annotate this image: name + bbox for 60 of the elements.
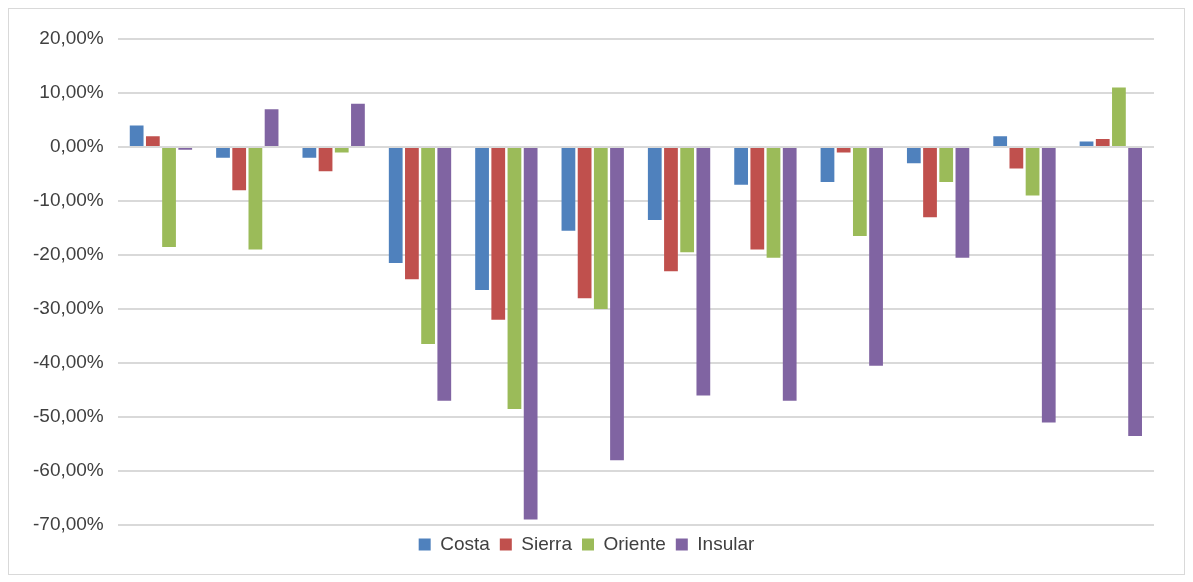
bar: [647, 148, 662, 220]
bar: [993, 136, 1008, 146]
bar: [318, 148, 333, 172]
bar: [680, 148, 695, 253]
bar: [523, 148, 538, 520]
bar: [750, 148, 765, 250]
bar: [129, 125, 144, 146]
bar: [906, 148, 921, 164]
legend-label: Oriente: [603, 532, 666, 554]
bar: [696, 148, 711, 396]
bar: [1128, 148, 1142, 436]
bar: [216, 148, 230, 158]
y-tick-label: -70,00%: [32, 513, 104, 535]
bar: [782, 148, 797, 401]
legend-label: Costa: [440, 532, 491, 554]
bar: [162, 148, 176, 247]
bar: [923, 148, 937, 218]
bar: [1095, 138, 1110, 146]
bar: [939, 148, 954, 183]
bar: [1041, 148, 1056, 423]
bar: [248, 148, 263, 250]
bar: [145, 136, 160, 146]
bar: [1025, 148, 1040, 196]
bar: [437, 148, 452, 401]
y-tick-label: -20,00%: [32, 243, 104, 265]
bar: [351, 103, 365, 146]
bar: [610, 148, 624, 461]
bar: [561, 148, 576, 231]
y-tick-label: -50,00%: [32, 405, 104, 427]
bar: [766, 148, 781, 258]
bar: [664, 148, 678, 272]
bar: [593, 148, 608, 309]
bar: [475, 148, 489, 291]
bar: [232, 148, 247, 191]
legend-label: Insular: [697, 532, 755, 554]
bar: [577, 148, 592, 299]
y-tick-label: 10,00%: [39, 81, 104, 103]
bar: [1112, 87, 1126, 146]
y-tick-label: -40,00%: [32, 351, 104, 373]
bar: [869, 148, 883, 366]
bar: [836, 148, 851, 153]
bar: [852, 148, 867, 237]
bar: [820, 148, 835, 183]
bar: [421, 148, 435, 345]
bar: [507, 148, 522, 409]
bar: [405, 148, 419, 280]
bar: [1009, 148, 1024, 169]
bar: [734, 148, 749, 185]
legend-label: Sierra: [521, 532, 573, 554]
y-tick-label: 0,00%: [49, 135, 104, 157]
bar: [302, 148, 317, 158]
y-tick-label: -60,00%: [32, 459, 104, 481]
y-tick-label: -30,00%: [32, 297, 104, 319]
bar: [334, 148, 349, 153]
y-tick-label: 20,00%: [39, 27, 104, 49]
bar: [264, 109, 279, 146]
bar: [955, 148, 970, 258]
y-tick-label: -10,00%: [32, 189, 104, 211]
bar: [491, 148, 506, 320]
bar: [388, 148, 403, 264]
